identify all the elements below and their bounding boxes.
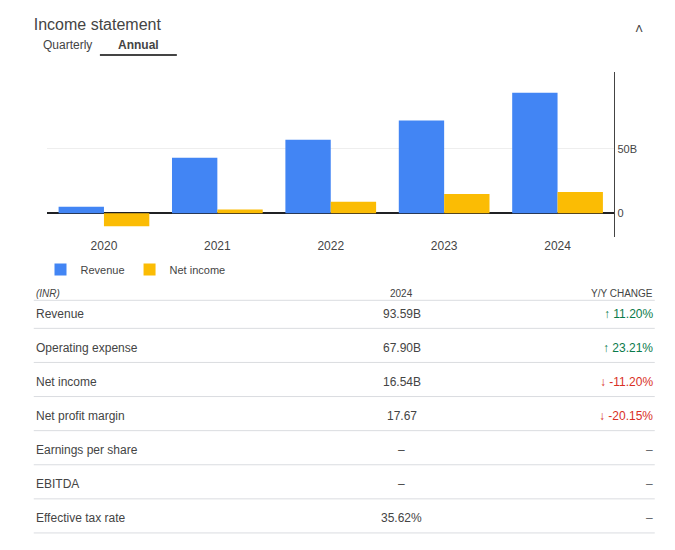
svg-text:(INR): (INR) xyxy=(36,288,60,299)
svg-text:Net income: Net income xyxy=(36,375,97,389)
svg-text:35.62%: 35.62% xyxy=(381,511,422,525)
svg-text:2024: 2024 xyxy=(544,239,571,253)
svg-text:50B: 50B xyxy=(617,143,637,155)
svg-text:2022: 2022 xyxy=(317,239,344,253)
svg-text:16.54B: 16.54B xyxy=(383,375,421,389)
svg-text:67.90B: 67.90B xyxy=(383,341,421,355)
svg-text:Annual: Annual xyxy=(118,38,159,52)
svg-text:0: 0 xyxy=(617,207,623,219)
svg-text:Income statement: Income statement xyxy=(34,16,162,33)
svg-text:↓ -11.20%: ↓ -11.20% xyxy=(600,375,653,389)
svg-text:2021: 2021 xyxy=(204,239,231,253)
svg-text:17.67: 17.67 xyxy=(387,409,417,423)
svg-text:93.59B: 93.59B xyxy=(383,307,421,321)
svg-text:–: – xyxy=(398,477,405,491)
svg-text:–: – xyxy=(646,511,653,525)
svg-text:Earnings per share: Earnings per share xyxy=(36,443,138,457)
svg-text:–: – xyxy=(646,443,653,457)
svg-text:˄: ˄ xyxy=(635,21,643,37)
svg-text:Quarterly: Quarterly xyxy=(43,38,92,52)
svg-text:Revenue: Revenue xyxy=(81,264,125,276)
svg-text:2023: 2023 xyxy=(431,239,458,253)
svg-text:–: – xyxy=(398,443,405,457)
svg-text:Operating expense: Operating expense xyxy=(36,341,138,355)
svg-text:2020: 2020 xyxy=(91,239,118,253)
svg-text:Revenue: Revenue xyxy=(36,307,84,321)
svg-text:EBITDA: EBITDA xyxy=(36,477,79,491)
svg-text:↓ -20.15%: ↓ -20.15% xyxy=(599,409,653,423)
svg-text:Net profit margin: Net profit margin xyxy=(36,409,125,423)
svg-text:↑ 11.20%: ↑ 11.20% xyxy=(604,307,653,321)
svg-text:Y/Y CHANGE: Y/Y CHANGE xyxy=(591,288,653,299)
svg-text:2024: 2024 xyxy=(390,288,413,299)
svg-text:↑ 23.21%: ↑ 23.21% xyxy=(603,341,653,355)
svg-text:Effective tax rate: Effective tax rate xyxy=(36,511,125,525)
svg-text:–: – xyxy=(646,477,653,491)
svg-text:Net income: Net income xyxy=(170,264,226,276)
